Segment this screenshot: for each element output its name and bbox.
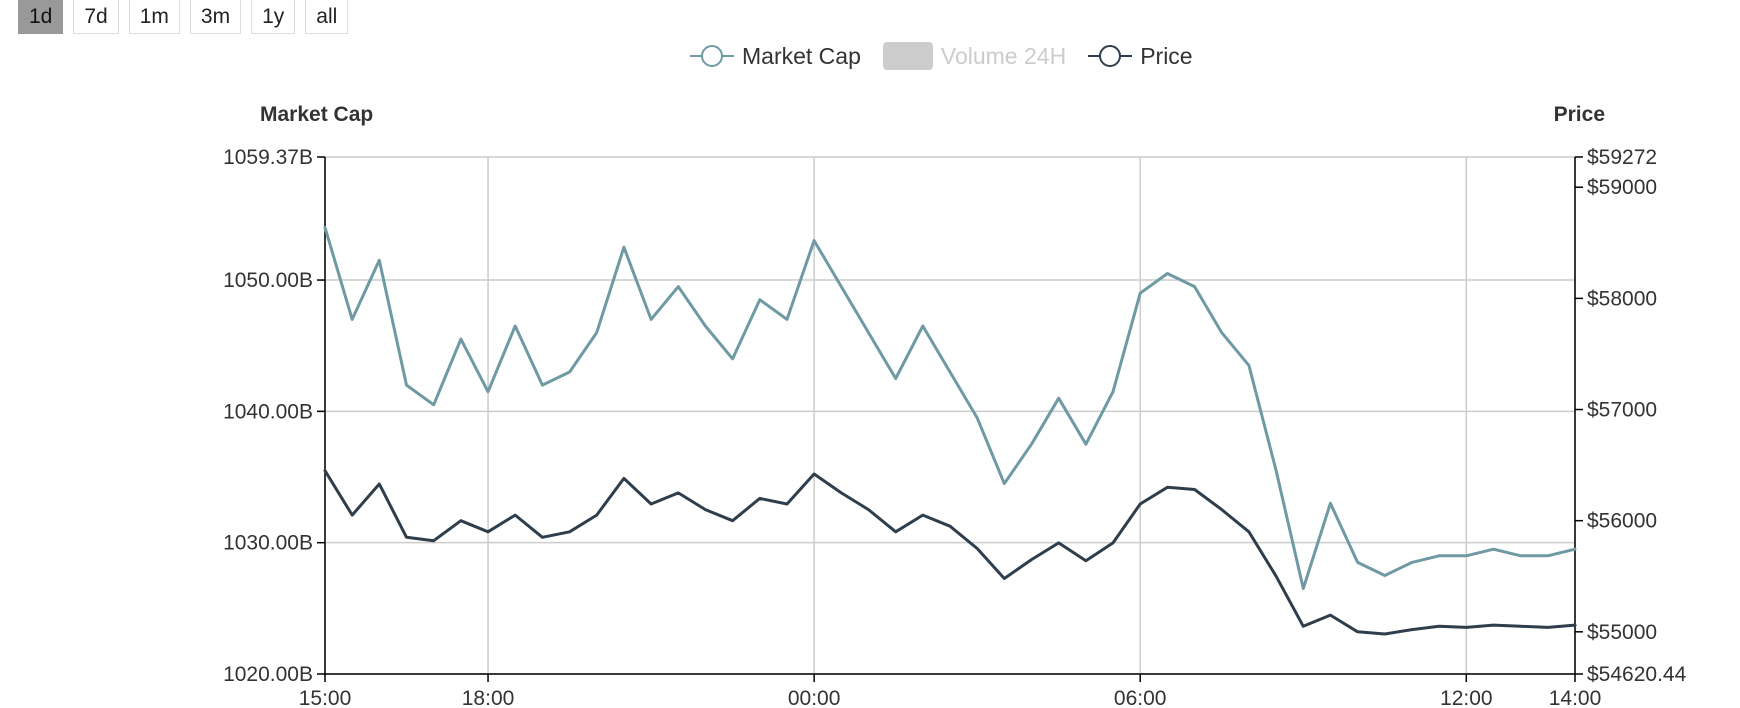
left-tick-label: 1020.00B	[223, 663, 313, 686]
right-tick-label: $55000	[1587, 621, 1657, 644]
range-button-1y[interactable]: 1y	[251, 0, 296, 34]
right-tick-label: $56000	[1587, 510, 1657, 533]
legend-label-price: Price	[1140, 42, 1193, 69]
chart-series	[323, 226, 1577, 636]
right-tick-label: $59272	[1587, 146, 1657, 169]
x-tick-label: 00:00	[788, 687, 841, 708]
range-button-1m[interactable]: 1m	[128, 0, 180, 34]
right-axis-title: Price	[1554, 103, 1605, 126]
legend-item-price[interactable]: Price	[1088, 42, 1193, 70]
legend-label-market-cap: Market Cap	[742, 42, 861, 69]
chart-legend: Market Cap Volume 24H Price	[690, 42, 1215, 70]
x-tick-label: 15:00	[299, 687, 352, 708]
x-tick-label: 12:00	[1440, 687, 1493, 708]
right-tick-label: $54620.44	[1587, 663, 1687, 686]
time-range-selector: 1d 7d 1m 3m 1y all	[18, 0, 349, 34]
left-tick-label: 1030.00B	[223, 532, 313, 555]
grid-lines	[324, 156, 1576, 675]
range-button-7d[interactable]: 7d	[73, 0, 119, 34]
legend-label-volume-24h: Volume 24H	[940, 42, 1067, 69]
range-button-3m[interactable]: 3m	[189, 0, 242, 34]
right-tick-label: $57000	[1587, 399, 1657, 422]
left-axis-title: Market Cap	[260, 103, 373, 126]
legend-item-market-cap[interactable]: Market Cap	[690, 42, 861, 70]
price-line-marker-icon	[1088, 45, 1133, 67]
x-tick-label: 18:00	[462, 687, 515, 708]
left-tick-label: 1050.00B	[223, 269, 313, 292]
left-tick-label: 1040.00B	[223, 400, 313, 423]
legend-item-volume-24h[interactable]: Volume 24H	[882, 42, 1067, 70]
market-cap-line-marker-icon	[690, 45, 734, 67]
right-tick-label: $58000	[1587, 287, 1657, 310]
left-tick-label: 1059.37B	[223, 146, 313, 169]
x-tick-label: 14:00	[1549, 687, 1602, 708]
volume-swatch-icon	[882, 42, 933, 70]
x-tick-label: 06:00	[1114, 687, 1167, 708]
market-cap-series-line	[323, 226, 1577, 591]
chart-axes: 1059.37B 1050.00B 1040.00B 1030.00B 1020.00B…	[223, 146, 1687, 708]
right-tick-label: $59000	[1587, 176, 1657, 199]
range-button-all[interactable]: all	[305, 0, 349, 34]
price-series-line	[323, 469, 1577, 636]
range-button-1d[interactable]: 1d	[18, 0, 64, 34]
